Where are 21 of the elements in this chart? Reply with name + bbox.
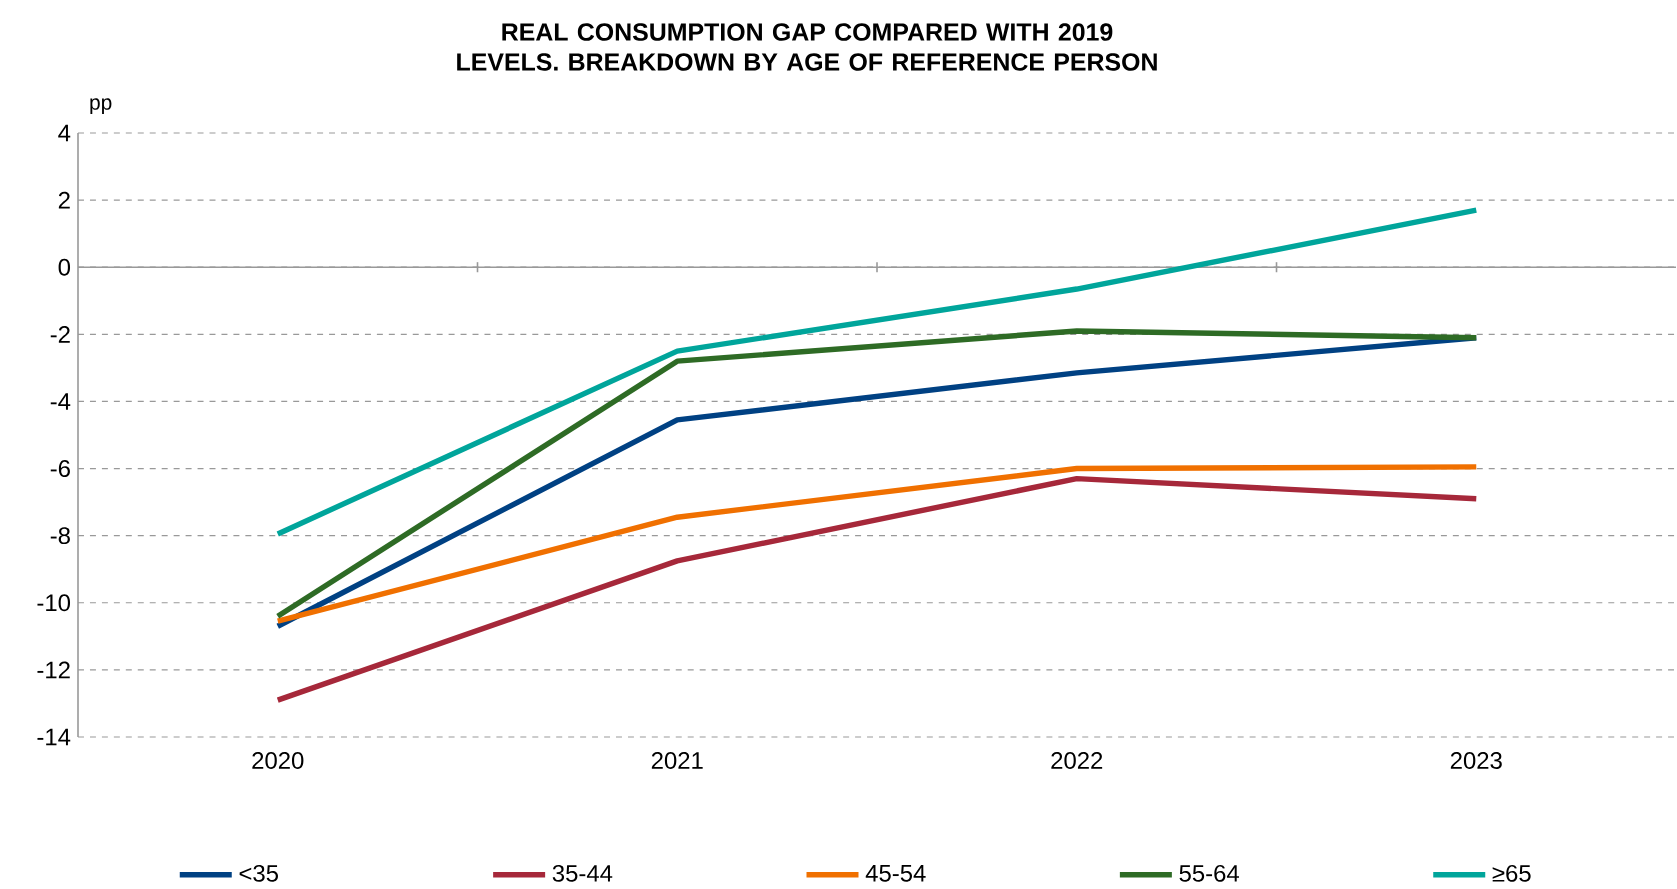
y-tick-label: -14 (37, 728, 71, 746)
x-tick-label: 2021 (651, 752, 703, 769)
legend-label: 35-44 (552, 864, 613, 882)
y-tick-label: -12 (37, 661, 70, 679)
y-tick-label: -8 (50, 527, 70, 545)
y-tick-label: -6 (50, 460, 70, 477)
y-tick-label: -4 (50, 393, 71, 410)
x-tick-label: 2023 (1450, 752, 1502, 769)
y-tick-label: -2 (50, 325, 70, 343)
y-axis-title: pp (90, 98, 112, 114)
legend-label: ≥65 (1492, 864, 1531, 882)
x-tick-label: 2020 (252, 752, 304, 769)
y-tick-label: 2 (58, 191, 70, 209)
chart-title: REAL CONSUMPTION GAP COMPARED WITH 2019 LEVELS. BREAKDOWN BY AGE OF REFERENCE PERSON (457, 23, 1157, 71)
legend-label: 45-54 (865, 865, 926, 882)
x-tick-label: 2022 (1051, 752, 1103, 769)
legend-label: <35 (239, 864, 278, 882)
legend-label: 55-64 (1179, 864, 1239, 882)
y-tick-label: 4 (58, 124, 71, 142)
y-tick-label: -10 (37, 594, 71, 612)
y-tick-label: 0 (58, 258, 71, 276)
